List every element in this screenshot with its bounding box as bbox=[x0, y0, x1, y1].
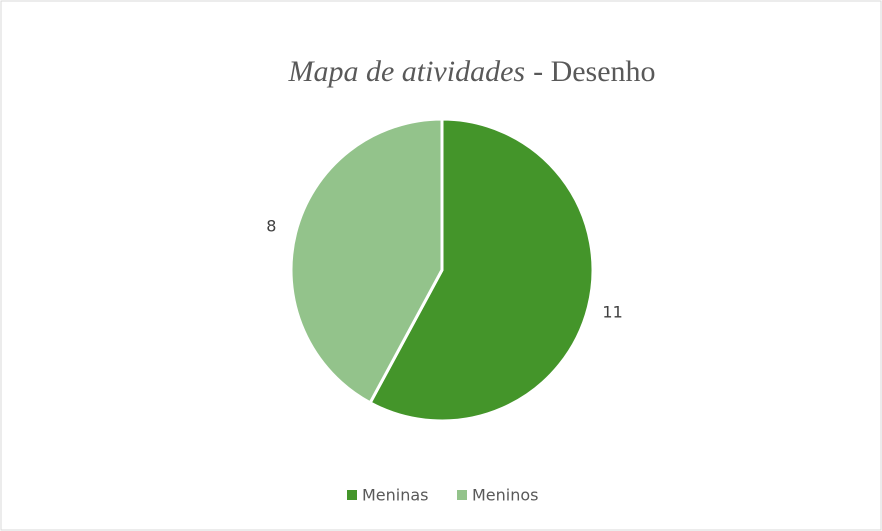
legend-swatch bbox=[457, 490, 467, 500]
chart-title: Mapa de atividades - Desenho bbox=[287, 55, 655, 88]
pie-slice bbox=[289, 117, 444, 405]
legend-label: Meninos bbox=[472, 486, 539, 505]
title-italic: Mapa de atividades bbox=[287, 55, 525, 88]
data-label: 8 bbox=[266, 216, 276, 235]
pie-slice bbox=[368, 117, 595, 423]
legend-label: Meninas bbox=[362, 486, 429, 505]
data-label: 11 bbox=[602, 303, 622, 322]
legend-swatch bbox=[347, 490, 357, 500]
title-regular: - Desenho bbox=[533, 55, 655, 88]
